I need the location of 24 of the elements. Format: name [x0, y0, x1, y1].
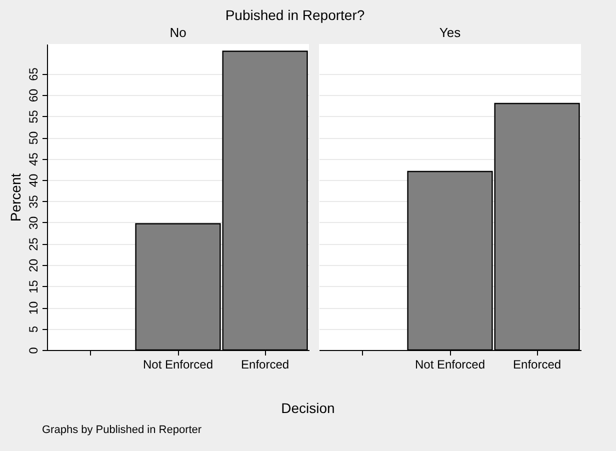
y-tick-label: 65 [26, 67, 40, 81]
x-axis-title: Decision [280, 400, 336, 416]
y-tick-label: 30 [26, 216, 40, 230]
x-tick-label: Not Enforced [142, 358, 214, 372]
x-tick-label: Enforced [241, 358, 290, 372]
text: Graphs by Published in Reporter [42, 424, 202, 436]
x-tick-label: Enforced [513, 358, 562, 372]
y-tick-label: 45 [26, 152, 40, 166]
y-tick-label: 60 [26, 88, 40, 102]
y-tick-label: 20 [26, 258, 40, 272]
chart-subtitle: Yes [439, 25, 462, 40]
y-tick-label: 15 [26, 280, 40, 294]
y-tick-label: 55 [26, 110, 40, 124]
y-tick-label: 50 [26, 131, 40, 145]
y-tick-label: 5 [26, 326, 40, 333]
y-tick-label: 0 [26, 346, 40, 354]
y-tick-label: 35 [26, 194, 40, 208]
y-tick-label: 25 [26, 237, 40, 251]
y-axis-title: Percent [8, 173, 24, 222]
x-tick-label: Not Enforced [414, 358, 486, 372]
chart-subtitle: No [170, 25, 186, 40]
chart-title: Pubished in Reporter? [225, 7, 365, 23]
y-tick-label: 10 [26, 301, 40, 315]
y-tick-label: 40 [26, 174, 40, 188]
